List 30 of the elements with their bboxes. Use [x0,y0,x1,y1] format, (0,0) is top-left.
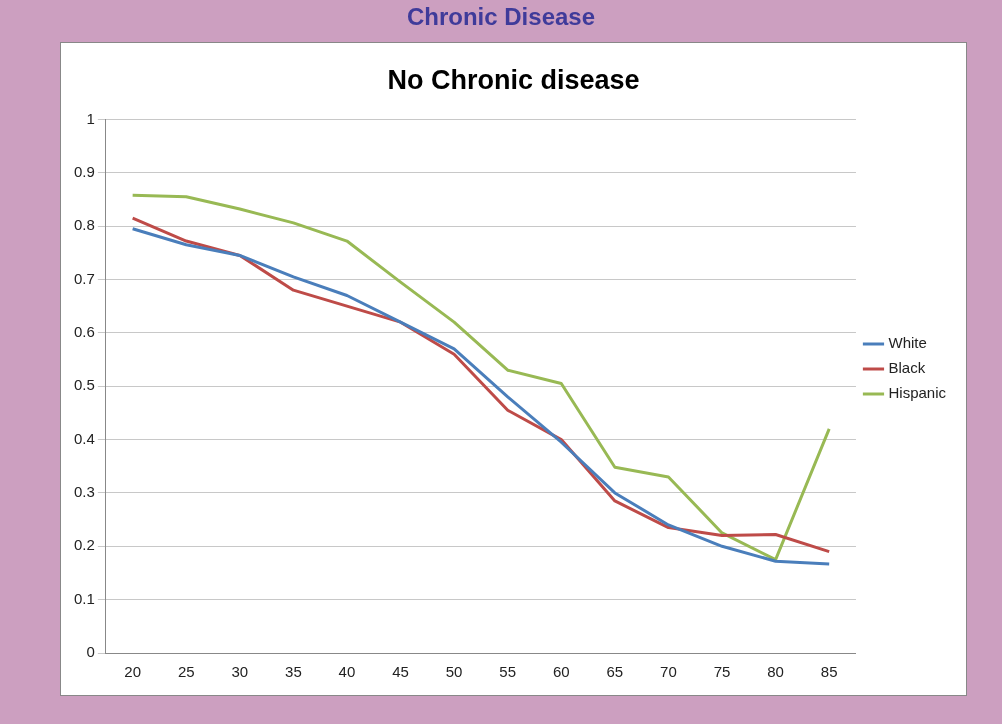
y-tick-label: 0.1 [73,589,95,607]
y-tick-label: 0.6 [73,322,95,340]
legend-label: Black [888,359,926,377]
x-tick-label: 45 [392,663,409,681]
x-tick-label: 70 [660,663,677,681]
legend-label: White [888,334,927,352]
x-tick-label: 40 [338,663,356,681]
y-tick-label: 0.8 [73,216,95,234]
x-tick-label: 35 [285,663,302,681]
y-tick-label: 0.7 [73,269,95,287]
y-tick-label: 0.9 [73,162,95,180]
y-tick-label: 0.4 [73,429,95,447]
x-tick-label: 50 [445,663,463,681]
x-tick-label: 60 [552,663,570,681]
legend-label: Hispanic [888,384,947,402]
x-tick-label: 25 [177,663,195,681]
y-tick-label: 0.2 [73,536,95,554]
y-tick-label: 1 [86,109,95,127]
x-tick-label: 80 [767,663,784,681]
y-tick-label: 0.5 [73,376,95,394]
x-tick-label: 85 [820,663,838,681]
text: Chronic Disease [405,2,597,32]
x-tick-label: 55 [499,663,517,681]
x-tick-label: 20 [124,663,141,681]
y-tick-label: 0.3 [73,483,95,501]
chart-title: No Chronic disease [387,64,640,95]
x-tick-label: 75 [713,663,731,681]
x-tick-label: 30 [231,663,249,681]
x-tick-label: 65 [606,663,624,681]
y-tick-label: 0 [86,643,95,661]
